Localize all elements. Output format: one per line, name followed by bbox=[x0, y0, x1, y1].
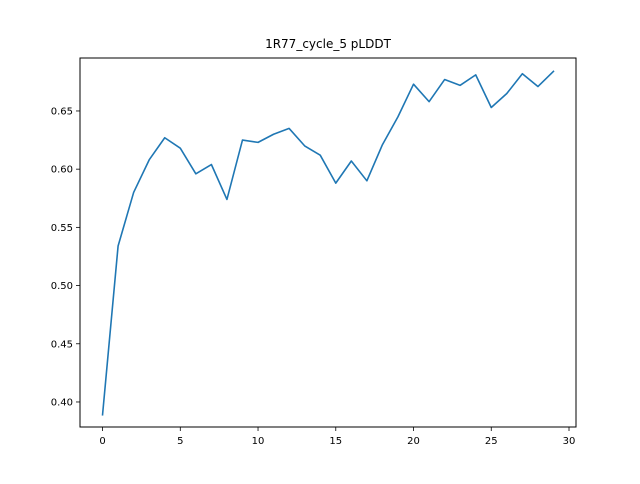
y-tick-label: 0.65 bbox=[51, 106, 73, 117]
y-axis: 0.40 0.45 0.50 0.55 0.60 0.65 bbox=[51, 106, 80, 408]
y-tick-label: 0.55 bbox=[51, 223, 73, 234]
x-tick-label: 20 bbox=[407, 436, 420, 447]
x-tick-label: 10 bbox=[252, 436, 265, 447]
x-tick-label: 25 bbox=[485, 436, 498, 447]
y-tick-label: 0.60 bbox=[51, 165, 73, 176]
y-tick-label: 0.50 bbox=[51, 281, 73, 292]
y-tick-label: 0.45 bbox=[51, 339, 73, 350]
plot-area bbox=[101, 70, 555, 416]
chart-title: 1R77_cycle_5 pLDDT bbox=[265, 37, 391, 51]
x-tick-label: 15 bbox=[329, 436, 342, 447]
axes-frame bbox=[79, 57, 577, 428]
x-tick-label: 30 bbox=[563, 436, 576, 447]
x-tick-label: 5 bbox=[177, 436, 183, 447]
x-axis: 0 5 10 15 20 25 30 bbox=[99, 427, 575, 447]
x-tick-label: 0 bbox=[99, 436, 105, 447]
series-line-0 bbox=[101, 70, 555, 416]
y-tick-label: 0.40 bbox=[51, 397, 73, 408]
